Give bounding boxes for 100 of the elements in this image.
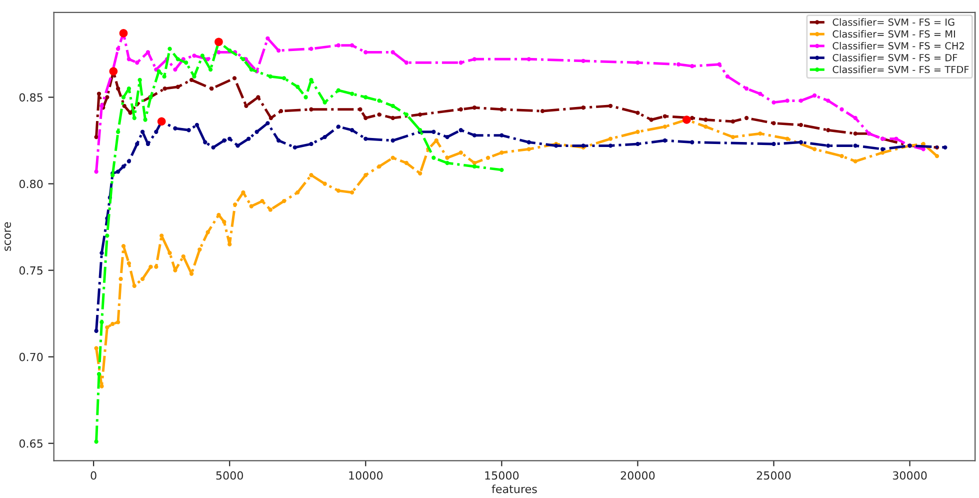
point [336, 43, 341, 48]
point [184, 60, 188, 65]
point [840, 107, 844, 112]
x-tick-label: 0 [90, 471, 96, 480]
point [132, 116, 136, 120]
point [232, 76, 237, 80]
point [853, 144, 858, 148]
point [304, 95, 308, 100]
x-tick-label: 5000 [216, 471, 244, 480]
point [662, 114, 668, 118]
point [254, 130, 259, 134]
x-axis-title: features [492, 484, 537, 494]
point [173, 67, 178, 72]
point [246, 136, 251, 141]
point [162, 86, 167, 91]
point [116, 170, 120, 174]
point [526, 57, 531, 62]
point [176, 57, 180, 62]
point [472, 164, 477, 169]
point [725, 74, 730, 79]
point [116, 46, 120, 51]
point [798, 98, 804, 103]
point [94, 170, 98, 174]
point [826, 98, 830, 103]
point [358, 107, 362, 112]
point [636, 142, 640, 146]
point [278, 109, 284, 114]
point [336, 124, 341, 129]
point [772, 142, 776, 146]
point [121, 95, 126, 100]
point [812, 93, 817, 98]
point [500, 133, 504, 138]
point [581, 106, 586, 110]
point [472, 133, 477, 138]
point [186, 128, 191, 132]
legend-label: Classifier= SVM - FS = MI [832, 30, 955, 38]
point [364, 50, 368, 54]
point [276, 138, 281, 143]
point [138, 78, 142, 82]
point [364, 95, 368, 100]
point [228, 48, 232, 53]
y-tick-label: 0.70 [19, 352, 43, 362]
point [210, 86, 214, 91]
point [256, 95, 260, 100]
legend-label: Classifier= SVM - FS = IG [832, 18, 954, 26]
x-tick-label: 10000 [349, 471, 383, 480]
point [168, 46, 172, 51]
point [540, 109, 545, 114]
point [228, 136, 232, 141]
point [853, 116, 858, 120]
point [282, 76, 286, 80]
point [432, 130, 436, 134]
point [785, 98, 790, 103]
point [126, 57, 132, 62]
point [894, 136, 898, 141]
x-tick-label: 20000 [620, 471, 655, 480]
point [690, 140, 694, 144]
legend-label: Classifier= SVM - FS = CH2 [832, 42, 964, 50]
point [322, 134, 327, 140]
point [189, 78, 194, 82]
point [266, 121, 270, 126]
point [94, 328, 98, 333]
point [390, 116, 395, 120]
y-tick-label: 0.85 [19, 93, 42, 102]
point [445, 134, 450, 140]
point [154, 130, 158, 134]
point [241, 57, 246, 62]
point [244, 104, 248, 108]
point [636, 110, 640, 115]
point [94, 134, 98, 140]
y-tick-label: 0.65 [19, 439, 42, 448]
point [472, 57, 477, 62]
point [194, 122, 200, 128]
point [377, 112, 382, 117]
point [140, 130, 145, 134]
point [390, 104, 395, 108]
point [350, 43, 354, 48]
legend-label: Classifier= SVM - FS = TFDF [832, 66, 969, 74]
point [116, 130, 120, 134]
point [458, 128, 463, 132]
point [208, 67, 213, 72]
point [100, 250, 104, 256]
y-tick-label: 0.80 [19, 180, 43, 188]
point [192, 54, 196, 58]
point [100, 320, 104, 324]
point [526, 140, 531, 144]
point [322, 100, 327, 105]
point [798, 140, 804, 144]
point [336, 88, 341, 92]
point [758, 92, 762, 96]
point [704, 118, 708, 122]
point [377, 98, 382, 103]
point [404, 112, 409, 117]
point [128, 110, 132, 115]
point [214, 38, 223, 46]
point [292, 145, 297, 150]
point [744, 116, 749, 120]
point [390, 50, 395, 54]
point [276, 48, 281, 53]
point [203, 140, 208, 144]
